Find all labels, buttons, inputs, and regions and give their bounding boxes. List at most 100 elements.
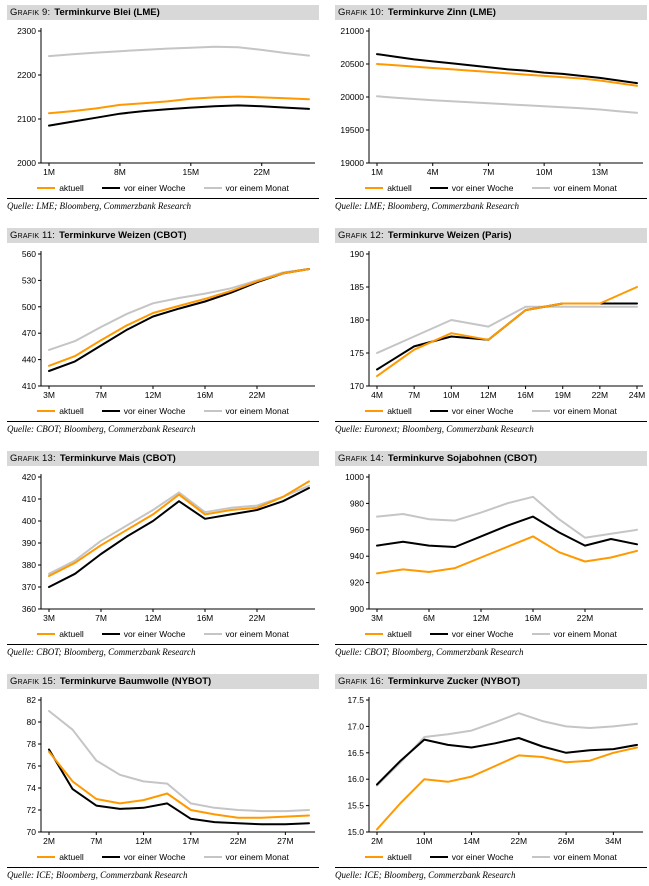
- legend-item: aktuell: [37, 852, 84, 862]
- svg-text:170: 170: [350, 381, 364, 391]
- legend-label: aktuell: [387, 183, 412, 193]
- source-divider: [335, 198, 647, 199]
- svg-text:7M: 7M: [408, 390, 420, 400]
- legend-swatch: [101, 855, 120, 859]
- legend-label: aktuell: [387, 406, 412, 416]
- line-chart: 15.0 15.5 16.0 16.5 17.0 17.5 2M 10M 14M 22M 26M 34…: [347, 695, 643, 846]
- legend-swatch: [37, 855, 56, 859]
- legend-label: vor einer Woche: [451, 852, 514, 862]
- svg-text:22M: 22M: [577, 613, 594, 623]
- legend-label: vor einem Monat: [553, 852, 617, 862]
- chart-number-label: Grafik 12:: [338, 230, 384, 241]
- svg-text:360: 360: [22, 604, 36, 614]
- svg-text:380: 380: [22, 560, 36, 570]
- svg-text:10M: 10M: [416, 836, 433, 846]
- legend-item: vor einer Woche: [101, 406, 186, 416]
- legend-label: vor einer Woche: [123, 629, 186, 639]
- svg-text:410: 410: [22, 381, 36, 391]
- legend-label: vor einem Monat: [225, 629, 289, 639]
- legend-swatch: [429, 409, 448, 413]
- svg-text:22M: 22M: [230, 836, 247, 846]
- chart-title: Terminkurve Zinn (LME): [387, 7, 496, 18]
- legend-label: vor einem Monat: [553, 629, 617, 639]
- svg-text:16M: 16M: [525, 613, 542, 623]
- legend-label: aktuell: [387, 629, 412, 639]
- chart-header: Grafik 15: Terminkurve Baumwolle (NYBOT): [7, 674, 319, 689]
- svg-text:17.5: 17.5: [347, 695, 364, 705]
- legend-label: vor einem Monat: [225, 183, 289, 193]
- chart-legend: aktuell vor einer Woche vor einem Monat: [7, 628, 319, 640]
- source-divider: [7, 421, 319, 422]
- chart-number-label: Grafik 9:: [10, 7, 51, 18]
- svg-text:22M: 22M: [249, 390, 266, 400]
- legend-item: vor einem Monat: [203, 852, 289, 862]
- legend-label: aktuell: [59, 629, 84, 639]
- svg-text:14M: 14M: [463, 836, 480, 846]
- legend-swatch: [101, 632, 120, 636]
- chart-header: Grafik 13: Terminkurve Mais (CBOT): [7, 451, 319, 466]
- svg-text:2200: 2200: [17, 70, 36, 80]
- svg-text:6M: 6M: [423, 613, 435, 623]
- legend-item: vor einem Monat: [203, 406, 289, 416]
- svg-text:80: 80: [27, 717, 37, 727]
- legend-item: aktuell: [37, 629, 84, 639]
- svg-text:7M: 7M: [483, 167, 495, 177]
- svg-text:8M: 8M: [114, 167, 126, 177]
- source-divider: [7, 867, 319, 868]
- legend-item: vor einem Monat: [531, 183, 617, 193]
- legend-swatch: [203, 186, 222, 190]
- svg-text:2300: 2300: [17, 26, 36, 36]
- legend-swatch: [101, 409, 120, 413]
- legend-swatch: [203, 632, 222, 636]
- chart-source: Quelle: ICE; Bloomberg, Commerzbank Rese…: [7, 870, 188, 880]
- svg-text:15.0: 15.0: [347, 827, 364, 837]
- chart-block: Grafik 16: Terminkurve Zucker (NYBOT) 15…: [335, 674, 647, 881]
- svg-text:16M: 16M: [517, 390, 534, 400]
- legend-item: vor einem Monat: [531, 629, 617, 639]
- legend-swatch: [531, 186, 550, 190]
- chart-legend: aktuell vor einer Woche vor einem Monat: [335, 851, 647, 863]
- svg-text:370: 370: [22, 582, 36, 592]
- svg-text:19500: 19500: [340, 125, 364, 135]
- svg-text:560: 560: [22, 249, 36, 259]
- svg-text:26M: 26M: [558, 836, 575, 846]
- svg-text:17M: 17M: [183, 836, 200, 846]
- chart-legend: aktuell vor einer Woche vor einem Monat: [7, 182, 319, 194]
- svg-text:13M: 13M: [592, 167, 609, 177]
- svg-text:390: 390: [22, 538, 36, 548]
- legend-label: aktuell: [59, 852, 84, 862]
- svg-text:400: 400: [22, 516, 36, 526]
- chart-title: Terminkurve Weizen (CBOT): [59, 230, 187, 241]
- chart-block: Grafik 14: Terminkurve Sojabohnen (CBOT)…: [335, 451, 647, 658]
- line-chart: 900 920 940 960 980 1000 3M 6M 12M 16M 22M: [345, 472, 643, 623]
- legend-label: vor einer Woche: [123, 852, 186, 862]
- svg-text:3M: 3M: [43, 390, 55, 400]
- svg-text:410: 410: [22, 494, 36, 504]
- svg-text:3M: 3M: [43, 613, 55, 623]
- svg-text:12M: 12M: [135, 836, 152, 846]
- svg-text:22M: 22M: [249, 613, 266, 623]
- legend-label: vor einer Woche: [123, 406, 186, 416]
- chart-header: Grafik 16: Terminkurve Zucker (NYBOT): [335, 674, 647, 689]
- svg-text:12M: 12M: [480, 390, 497, 400]
- legend-item: vor einer Woche: [101, 629, 186, 639]
- svg-text:900: 900: [350, 604, 364, 614]
- legend-label: vor einem Monat: [553, 406, 617, 416]
- line-chart: 170 175 180 185 190 4M 7M 10M 12M 16M 19M 22M 24M: [350, 249, 645, 400]
- line-chart: 70 72 74 76 78 80 82 2M 7M 12M 17M 22M 27M: [27, 695, 315, 846]
- svg-text:7M: 7M: [95, 390, 107, 400]
- legend-item: aktuell: [365, 629, 412, 639]
- line-chart: 2000 2100 2200 2300 1M 8M 15M 22M: [17, 26, 315, 177]
- svg-text:16.5: 16.5: [347, 748, 364, 758]
- svg-text:10M: 10M: [536, 167, 553, 177]
- chart-title: Terminkurve Zucker (NYBOT): [387, 676, 521, 687]
- svg-text:470: 470: [22, 328, 36, 338]
- chart-source: Quelle: LME; Bloomberg, Commerzbank Rese…: [335, 201, 520, 211]
- svg-text:920: 920: [350, 578, 364, 588]
- legend-item: vor einer Woche: [429, 183, 514, 193]
- svg-text:22M: 22M: [511, 836, 528, 846]
- svg-text:185: 185: [350, 282, 364, 292]
- svg-text:500: 500: [22, 302, 36, 312]
- legend-item: vor einer Woche: [429, 406, 514, 416]
